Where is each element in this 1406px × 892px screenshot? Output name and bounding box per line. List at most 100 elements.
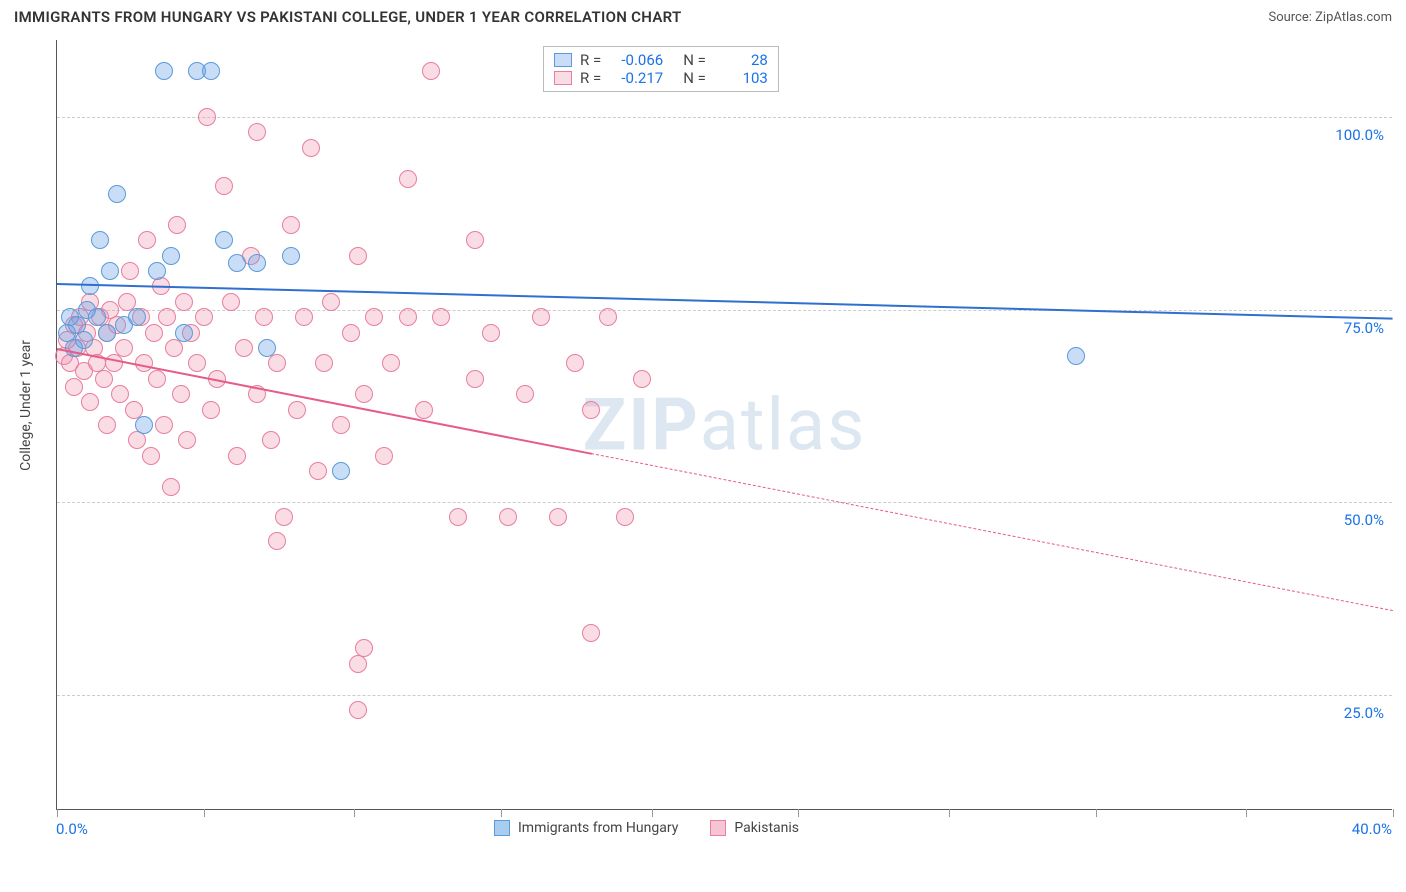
y-tick-label: 50.0% xyxy=(1344,511,1384,529)
stats-n-value: 103 xyxy=(714,69,768,87)
y-axis-title: College, Under 1 year xyxy=(18,340,34,471)
scatter-point xyxy=(466,370,484,388)
scatter-point xyxy=(466,231,484,249)
scatter-point xyxy=(145,324,163,342)
scatter-point xyxy=(365,308,383,326)
x-tick xyxy=(1393,809,1394,817)
scatter-point xyxy=(268,354,286,372)
correlation-chart: College, Under 1 year ZIPatlas 25.0%50.0… xyxy=(14,40,1392,840)
scatter-point xyxy=(162,478,180,496)
x-tick xyxy=(949,809,950,817)
scatter-point xyxy=(349,701,367,719)
scatter-point xyxy=(255,308,273,326)
scatter-point xyxy=(322,293,340,311)
scatter-point xyxy=(115,339,133,357)
scatter-point xyxy=(399,308,417,326)
stats-n-value: 28 xyxy=(714,51,768,69)
scatter-point xyxy=(582,624,600,642)
scatter-point xyxy=(549,508,567,526)
scatter-point xyxy=(81,277,99,295)
x-tick xyxy=(57,809,58,817)
scatter-point xyxy=(138,231,156,249)
scatter-point xyxy=(178,431,196,449)
gridline-h xyxy=(57,502,1392,503)
scatter-point xyxy=(235,339,253,357)
scatter-point xyxy=(188,354,206,372)
scatter-point xyxy=(148,370,166,388)
x-tick xyxy=(652,809,653,817)
stats-row: R = -0.217 N = 103 xyxy=(554,69,768,87)
scatter-point xyxy=(121,262,139,280)
stats-box: R = -0.066 N = 28 R = -0.217 N = 103 xyxy=(543,46,779,92)
scatter-point xyxy=(111,385,129,403)
scatter-point xyxy=(215,177,233,195)
x-tick xyxy=(354,809,355,817)
stats-n-key: N = xyxy=(683,51,706,69)
scatter-point xyxy=(382,354,400,372)
scatter-point xyxy=(315,354,333,372)
scatter-point xyxy=(158,308,176,326)
scatter-point xyxy=(202,62,220,80)
y-tick-label: 25.0% xyxy=(1344,704,1384,722)
legend-item-pink: Pakistanis xyxy=(710,820,799,836)
trend-line xyxy=(591,453,1393,612)
x-axis-max-label: 40.0% xyxy=(1352,820,1392,838)
scatter-point xyxy=(148,262,166,280)
gridline-h xyxy=(57,695,1392,696)
scatter-point xyxy=(95,370,113,388)
scatter-point xyxy=(482,324,500,342)
scatter-point xyxy=(282,247,300,265)
scatter-point xyxy=(355,385,373,403)
scatter-point xyxy=(599,308,617,326)
scatter-point xyxy=(128,431,146,449)
x-tick xyxy=(798,809,799,817)
scatter-point xyxy=(98,416,116,434)
scatter-point xyxy=(499,508,517,526)
scatter-point xyxy=(128,308,146,326)
legend-item-blue: Immigrants from Hungary xyxy=(494,820,678,836)
scatter-point xyxy=(98,324,116,342)
scatter-point xyxy=(532,308,550,326)
scatter-point xyxy=(516,385,534,403)
scatter-point xyxy=(633,370,651,388)
stats-r-value: -0.217 xyxy=(609,69,663,87)
legend: Immigrants from Hungary Pakistanis xyxy=(494,820,799,836)
x-axis-min-label: 0.0% xyxy=(56,820,88,838)
scatter-point xyxy=(342,324,360,342)
scatter-point xyxy=(282,216,300,234)
scatter-point xyxy=(172,385,190,403)
chart-title: IMMIGRANTS FROM HUNGARY VS PAKISTANI COL… xyxy=(14,8,682,26)
stats-n-key: N = xyxy=(683,69,706,87)
scatter-point xyxy=(415,401,433,419)
scatter-point xyxy=(422,62,440,80)
scatter-point xyxy=(248,254,266,272)
scatter-point xyxy=(155,416,173,434)
legend-swatch-pink xyxy=(710,820,726,836)
scatter-point xyxy=(162,247,180,265)
gridline-h xyxy=(57,117,1392,118)
scatter-point xyxy=(175,324,193,342)
scatter-point xyxy=(399,170,417,188)
scatter-point xyxy=(75,331,93,349)
stats-swatch xyxy=(554,53,572,67)
scatter-point xyxy=(302,139,320,157)
legend-label-blue: Immigrants from Hungary xyxy=(518,820,678,836)
source-label: Source: ZipAtlas.com xyxy=(1268,10,1392,25)
scatter-point xyxy=(108,185,126,203)
scatter-point xyxy=(262,431,280,449)
scatter-point xyxy=(332,416,350,434)
scatter-point xyxy=(349,655,367,673)
x-tick xyxy=(1096,809,1097,817)
scatter-point xyxy=(566,354,584,372)
scatter-point xyxy=(1067,347,1085,365)
stats-r-key: R = xyxy=(580,51,601,69)
scatter-point xyxy=(275,508,293,526)
y-tick-label: 100.0% xyxy=(1335,126,1384,144)
scatter-point xyxy=(332,462,350,480)
y-tick-label: 75.0% xyxy=(1344,319,1384,337)
scatter-point xyxy=(349,247,367,265)
scatter-point xyxy=(195,308,213,326)
stats-r-key: R = xyxy=(580,69,601,87)
scatter-point xyxy=(288,401,306,419)
stats-r-value: -0.066 xyxy=(609,51,663,69)
